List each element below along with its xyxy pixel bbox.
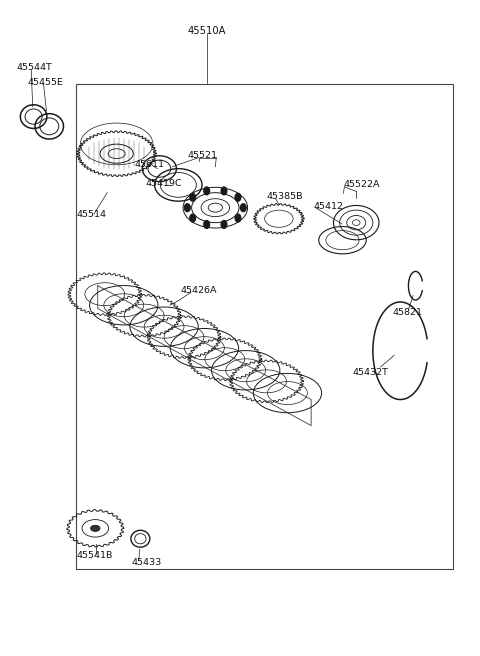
Text: 45432T: 45432T [353, 368, 389, 377]
Circle shape [204, 220, 210, 228]
Text: 45433: 45433 [132, 558, 162, 567]
Text: 45514: 45514 [76, 210, 106, 218]
Circle shape [190, 214, 195, 222]
Circle shape [221, 220, 227, 228]
Text: 45541B: 45541B [76, 551, 113, 560]
Text: 45821: 45821 [393, 308, 423, 317]
Text: 45426A: 45426A [180, 286, 217, 295]
Circle shape [221, 187, 227, 195]
Circle shape [240, 204, 246, 212]
Text: 45385B: 45385B [266, 192, 302, 201]
Text: 45412: 45412 [313, 202, 343, 211]
Circle shape [190, 194, 195, 201]
Circle shape [235, 194, 241, 201]
Text: 45611: 45611 [135, 159, 165, 169]
Text: 45419C: 45419C [145, 179, 182, 188]
Circle shape [204, 187, 210, 195]
Text: 45455E: 45455E [27, 77, 63, 87]
Text: 45521: 45521 [188, 151, 218, 160]
Circle shape [184, 204, 190, 212]
Text: 45544T: 45544T [16, 64, 52, 72]
Ellipse shape [91, 525, 100, 531]
Circle shape [235, 214, 241, 222]
Bar [76, 84, 454, 569]
Text: 45522A: 45522A [343, 180, 380, 190]
Text: 45510A: 45510A [188, 26, 226, 35]
